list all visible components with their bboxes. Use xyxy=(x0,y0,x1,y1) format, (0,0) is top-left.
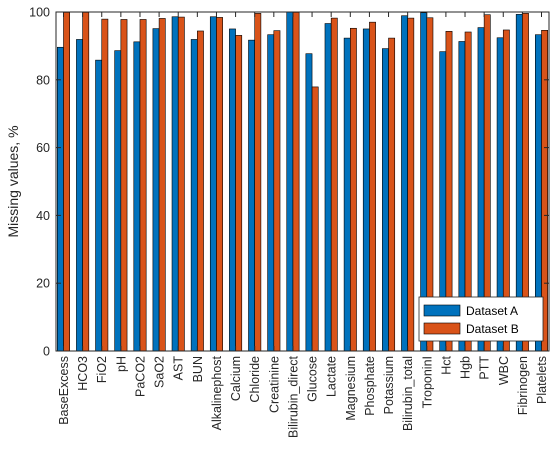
x-tick-label-bilirubin-direct: Bilirubin_direct xyxy=(286,355,300,438)
bar-dataset-b-lactate xyxy=(330,17,338,352)
bar-dataset-b-phosphate xyxy=(369,21,376,352)
legend: Dataset A Dataset B xyxy=(418,296,544,342)
x-tick-label-hct: Hct xyxy=(439,355,453,374)
bar-dataset-a-alkalinephost xyxy=(209,16,217,352)
x-tick-label-baseexcess: BaseExcess xyxy=(57,356,71,425)
x-tick-label-paco2: PaCO2 xyxy=(133,356,147,397)
x-tick-label-fibrinogen: Fibrinogen xyxy=(516,356,530,415)
x-tick-label-glucose: Glucose xyxy=(306,356,320,402)
y-axis: 0 20 40 60 80 100 xyxy=(29,6,549,359)
bar-dataset-a-chloride xyxy=(248,39,255,352)
x-tick-label-sao2: SaO2 xyxy=(153,356,167,388)
x-tick-label-bilirubin-total: Bilirubin_total xyxy=(401,356,415,431)
y-tick-label: 100 xyxy=(29,6,50,20)
bar-dataset-a-sao2 xyxy=(152,28,160,352)
y-tick-label: 20 xyxy=(36,277,50,291)
bar-dataset-b-ph xyxy=(120,19,128,352)
bar-dataset-b-creatinine xyxy=(273,30,281,352)
x-tick-label-ph: pH xyxy=(114,356,128,372)
x-tick-label-troponini: TroponinI xyxy=(420,356,434,408)
bar-dataset-a-hco3 xyxy=(76,39,83,352)
legend-swatch-a xyxy=(423,304,461,317)
bar-dataset-a-creatinine xyxy=(267,34,275,352)
bar-dataset-b-baseexcess xyxy=(63,12,70,352)
bar-dataset-b-ast xyxy=(177,16,185,352)
bar-dataset-b-paco2 xyxy=(139,19,147,352)
bars-layer xyxy=(56,11,548,352)
bar-dataset-b-bilirubin-total xyxy=(407,17,415,352)
x-tick-label-alkalinephost: Alkalinephost xyxy=(210,355,224,430)
bar-dataset-a-fio2 xyxy=(95,59,103,352)
bar-dataset-b-bun xyxy=(197,30,204,352)
bar-dataset-b-calcium xyxy=(235,35,243,352)
x-tick-label-hco3: HCO3 xyxy=(76,356,90,391)
bar-dataset-b-magnesium xyxy=(349,27,357,352)
bar-dataset-a-magnesium xyxy=(343,37,351,352)
y-axis-title: Missing values, % xyxy=(5,125,21,237)
bar-dataset-b-potassium xyxy=(388,37,396,352)
bar-dataset-b-glucose xyxy=(311,86,319,352)
bar-dataset-a-lactate xyxy=(324,23,332,352)
bar-dataset-a-calcium xyxy=(229,28,236,352)
bar-dataset-b-sao2 xyxy=(158,18,166,352)
y-tick-label: 60 xyxy=(36,141,50,155)
x-axis: BaseExcess HCO3 FiO2 pH PaCO2 SaO2 AST BUN Alkal… xyxy=(57,12,549,438)
y-tick-label: 0 xyxy=(43,345,50,359)
bar-dataset-a-ast xyxy=(171,16,179,352)
x-tick-label-ptt: PTT xyxy=(478,356,492,380)
bar-dataset-a-baseexcess xyxy=(56,46,64,352)
x-tick-label-bun: BUN xyxy=(191,356,205,382)
x-tick-label-magnesium: Magnesium xyxy=(344,356,358,421)
x-tick-label-ast: AST xyxy=(172,356,186,381)
bar-dataset-b-alkalinephost xyxy=(216,17,223,352)
bar-dataset-b-bilirubin-direct xyxy=(292,12,300,352)
x-tick-label-phosphate: Phosphate xyxy=(363,356,377,416)
bar-dataset-b-fio2 xyxy=(101,18,109,352)
x-tick-label-platelets: Platelets xyxy=(535,356,549,404)
x-tick-label-creatinine: Creatinine xyxy=(267,356,281,413)
bar-dataset-a-glucose xyxy=(305,53,313,352)
x-tick-label-chloride: Chloride xyxy=(248,356,262,403)
bar-dataset-a-ph xyxy=(114,50,122,352)
bar-dataset-b-chloride xyxy=(254,13,262,352)
bar-dataset-a-bun xyxy=(190,39,198,352)
legend-label-b: Dataset B xyxy=(466,322,519,336)
x-tick-label-lactate: Lactate xyxy=(325,356,339,397)
bar-dataset-a-paco2 xyxy=(133,41,141,352)
bar-dataset-b-hco3 xyxy=(82,12,90,352)
x-tick-label-calcium: Calcium xyxy=(229,356,243,401)
axes-box xyxy=(55,11,550,352)
x-tick-label-hgb: Hgb xyxy=(459,356,473,379)
bar-dataset-a-bilirubin-total xyxy=(401,15,408,352)
x-tick-label-fio2: FiO2 xyxy=(95,356,109,383)
x-tick-label-potassium: Potassium xyxy=(382,356,396,414)
legend-swatch-b xyxy=(423,322,461,335)
legend-label-a: Dataset A xyxy=(466,304,518,318)
y-tick-label: 80 xyxy=(36,73,50,87)
y-tick-label: 40 xyxy=(36,209,50,223)
bar-dataset-a-phosphate xyxy=(362,28,370,352)
bar-dataset-a-bilirubin-direct xyxy=(286,11,294,352)
x-tick-label-wbc: WBC xyxy=(497,356,511,385)
bar-dataset-a-potassium xyxy=(382,48,389,352)
